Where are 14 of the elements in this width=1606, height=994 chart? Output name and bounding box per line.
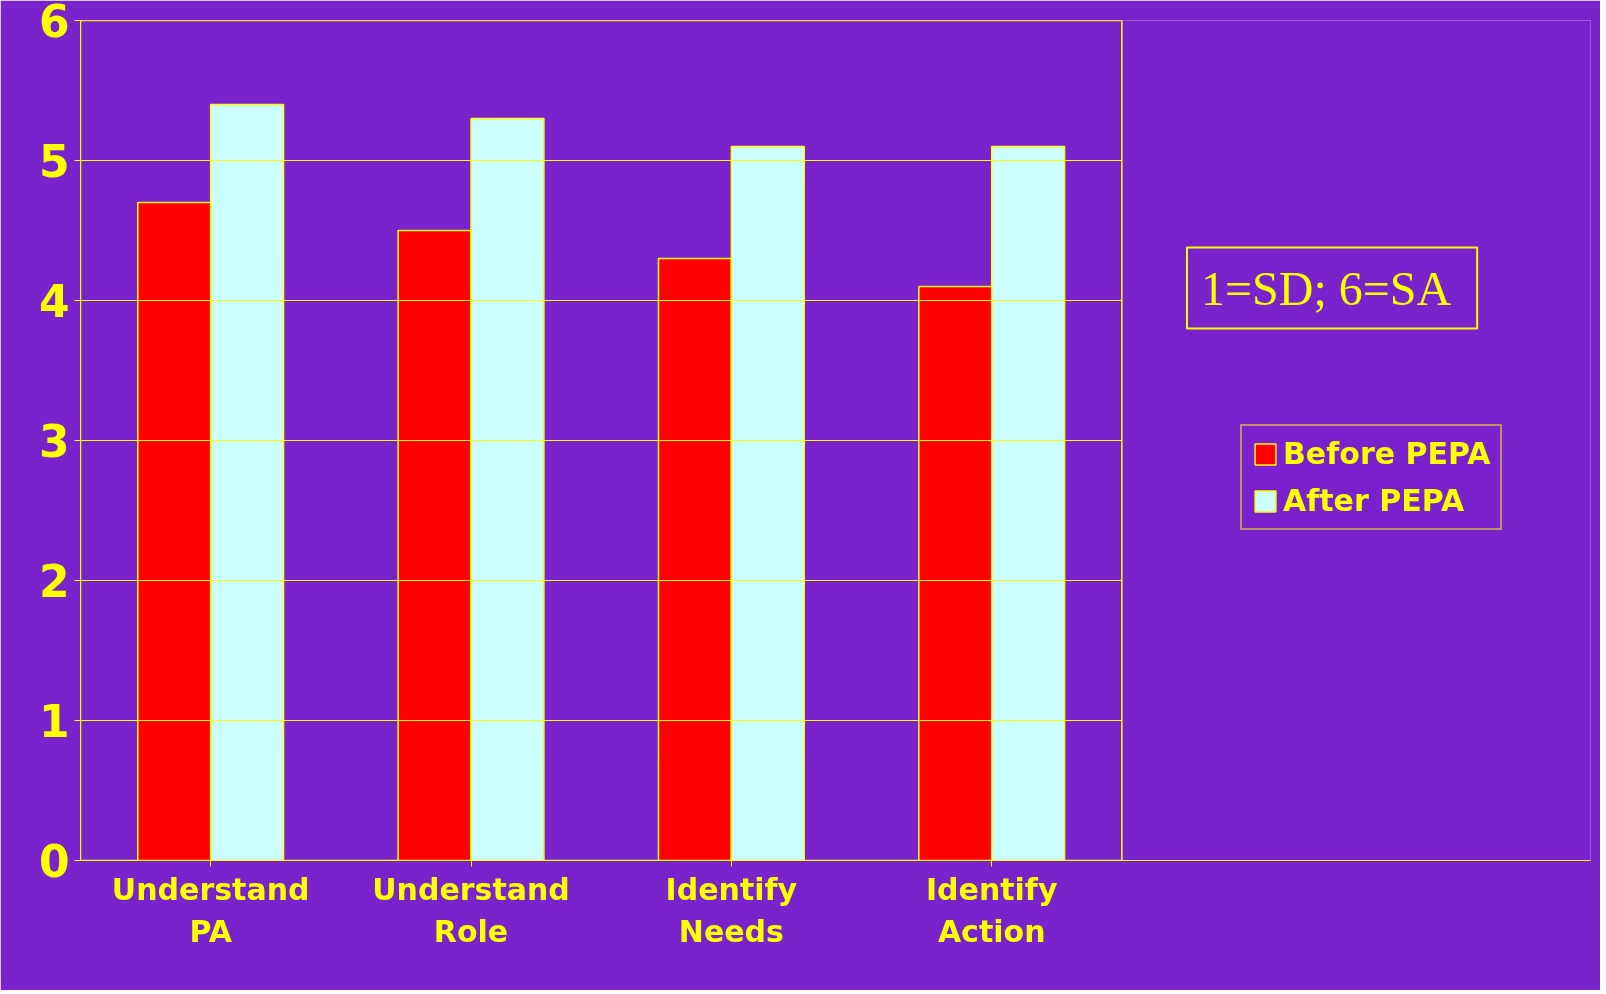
- x-tick-label: Identify Action: [925, 871, 1058, 949]
- y-tick-label: 3: [38, 416, 70, 467]
- x-tick-label: Identify Needs: [665, 871, 798, 949]
- y-tick-label: 6: [38, 0, 70, 47]
- legend-label: After PEPA: [1283, 483, 1465, 518]
- legend-label: Before PEPA: [1283, 436, 1491, 471]
- text: 1=SD; 6=SA: [1200, 261, 1452, 315]
- y-tick-label: 1: [38, 696, 70, 747]
- x-tick-label: Understand PA: [111, 871, 310, 949]
- x-tick-label: Understand Role: [372, 871, 570, 949]
- y-tick-label: 2: [38, 556, 70, 607]
- y-tick-label: 5: [38, 136, 70, 187]
- y-tick-label: 4: [38, 276, 70, 327]
- y-tick-label: 0: [38, 836, 70, 887]
